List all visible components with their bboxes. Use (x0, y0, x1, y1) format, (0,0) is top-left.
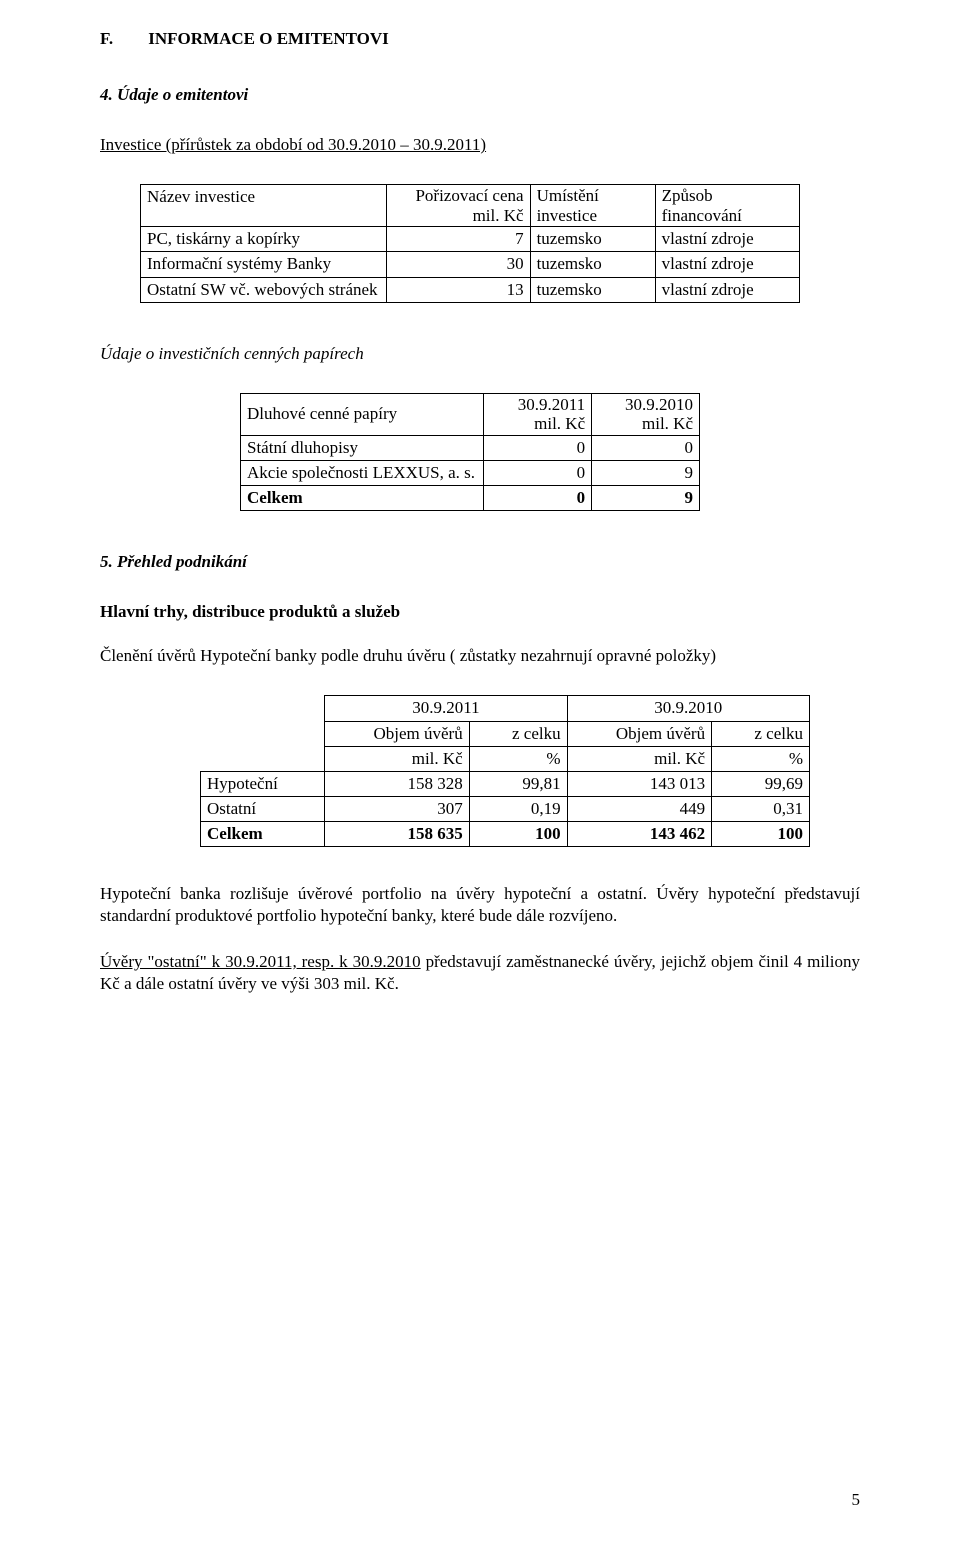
markets-heading: Hlavní trhy, distribuce produktů a služe… (100, 601, 860, 623)
th-year-2010: 30.9.2010 (567, 696, 809, 721)
th-amount-2: Objem úvěrů (567, 721, 712, 746)
subsection-4-heading: 4. Údaje o emitentovi (100, 84, 860, 106)
table-row: Ostatní SW vč. webových stránek 13 tuzem… (141, 277, 800, 302)
th-2011: 30.9.2011 mil. Kč (484, 393, 592, 435)
other-loans-paragraph: Úvěry "ostatní" k 30.9.2011, resp. k 30.… (100, 951, 860, 995)
table-row: Akcie společnosti LEXXUS, a. s. 0 9 (241, 460, 700, 485)
portfolio-paragraph: Hypoteční banka rozlišuje úvěrové portfo… (100, 883, 860, 927)
th-2010: 30.9.2010 mil. Kč (592, 393, 700, 435)
loans-table: 30.9.2011 30.9.2010 Objem úvěrů z celku … (200, 695, 810, 847)
table-header-row: Název investice Pořizovací cena mil. Kč … (141, 185, 800, 227)
th-pct-1: z celku (469, 721, 567, 746)
table-row: Informační systémy Banky 30 tuzemsko vla… (141, 252, 800, 277)
th-empty (201, 746, 325, 771)
table-header-row: 30.9.2011 30.9.2010 (201, 696, 810, 721)
other-loans-underlined: Úvěry "ostatní" k 30.9.2011, resp. k 30.… (100, 952, 421, 971)
investments-table: Název investice Pořizovací cena mil. Kč … (140, 184, 800, 302)
page-number: 5 (852, 1489, 861, 1511)
table-header-row: Objem úvěrů z celku Objem úvěrů z celku (201, 721, 810, 746)
th-amount-1: Objem úvěrů (325, 721, 470, 746)
th-location: Umístění investice (530, 185, 655, 227)
th-financing: Způsob financování (655, 185, 799, 227)
th-unit-pct-2: % (712, 746, 810, 771)
th-unit-amt-2: mil. Kč (567, 746, 712, 771)
th-year-2011: 30.9.2011 (325, 696, 567, 721)
markets-intro: Členění úvěrů Hypoteční banky podle druh… (100, 645, 860, 667)
securities-table: Dluhové cenné papíry 30.9.2011 mil. Kč 3… (240, 393, 700, 511)
table-row: Hypoteční 158 328 99,81 143 013 99,69 (201, 771, 810, 796)
investments-title: Investice (přírůstek za období od 30.9.2… (100, 134, 860, 156)
th-unit-amt-1: mil. Kč (325, 746, 470, 771)
table-header-row: Dluhové cenné papíry 30.9.2011 mil. Kč 3… (241, 393, 700, 435)
th-name: Název investice (141, 185, 387, 227)
section-f-title: INFORMACE O EMITENTOVI (148, 29, 389, 48)
th-empty (201, 721, 325, 746)
th-empty (201, 696, 325, 721)
table-row: Celkem 158 635 100 143 462 100 (201, 821, 810, 846)
securities-heading: Údaje o investičních cenných papírech (100, 343, 860, 365)
table-row: Ostatní 307 0,19 449 0,31 (201, 796, 810, 821)
th-label: Dluhové cenné papíry (241, 393, 484, 435)
th-pct-2: z celku (712, 721, 810, 746)
subsection-5-heading: 5. Přehled podnikání (100, 551, 860, 573)
section-f-heading: F. INFORMACE O EMITENTOVI (100, 28, 860, 50)
table-row: PC, tiskárny a kopírky 7 tuzemsko vlastn… (141, 227, 800, 252)
table-row: Státní dluhopisy 0 0 (241, 435, 700, 460)
table-header-row: mil. Kč % mil. Kč % (201, 746, 810, 771)
th-unit-pct-1: % (469, 746, 567, 771)
section-f-num: F. (100, 28, 144, 50)
th-cost: Pořizovací cena mil. Kč (387, 185, 530, 227)
table-row: Celkem 0 9 (241, 486, 700, 511)
